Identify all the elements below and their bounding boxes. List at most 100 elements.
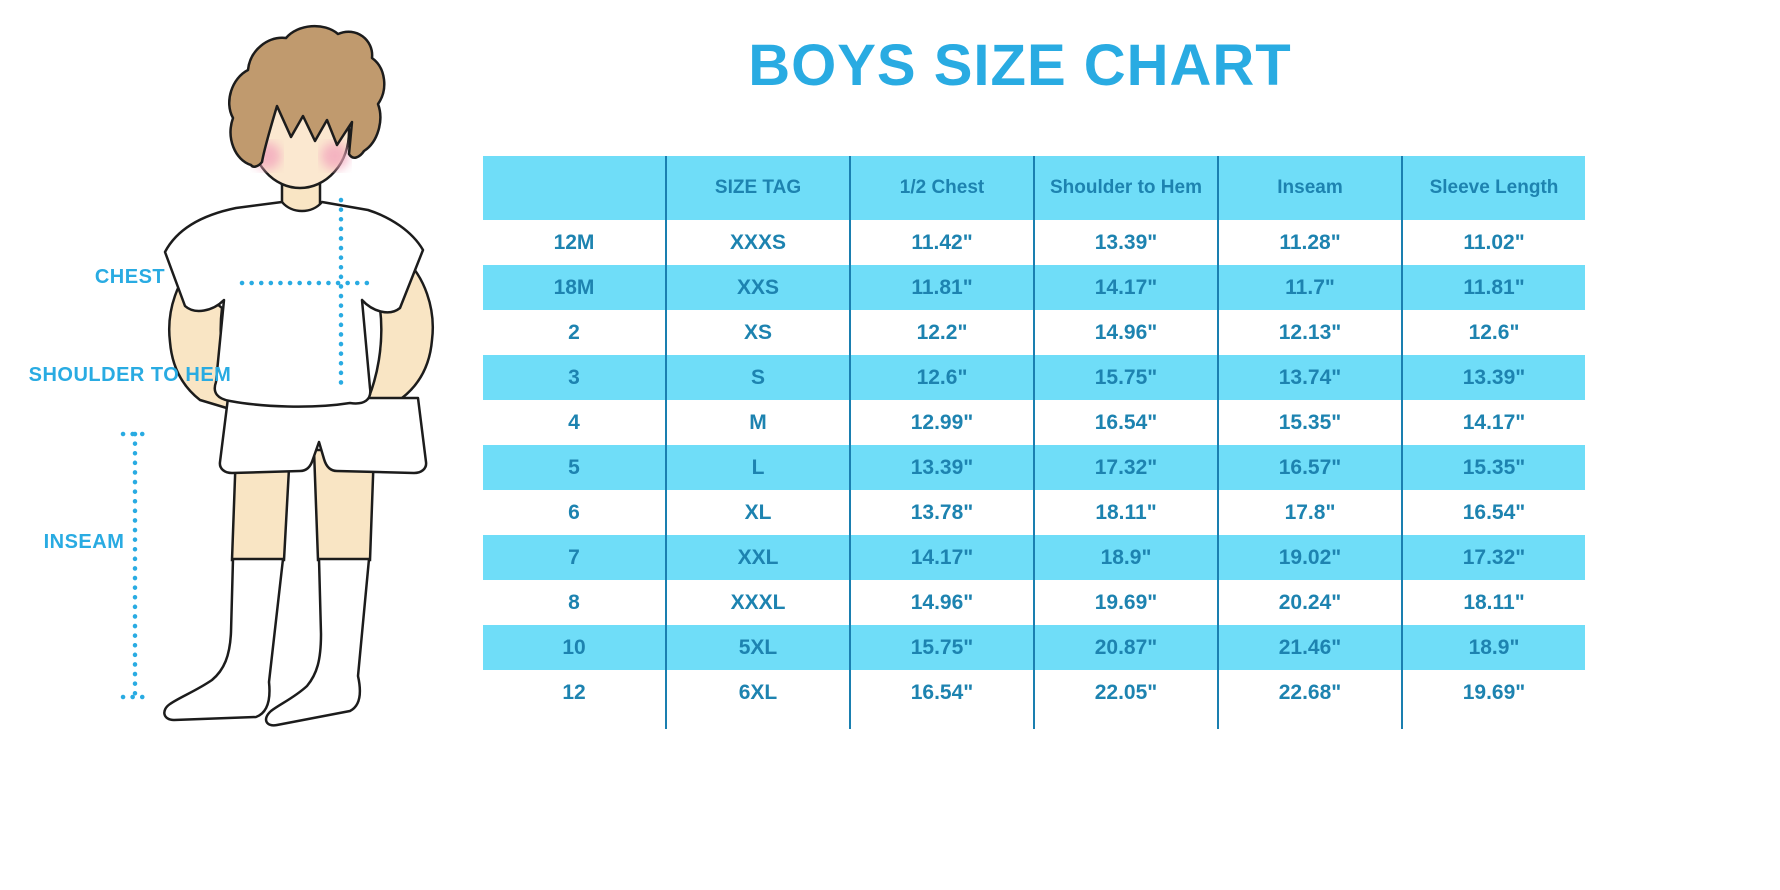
boy-hair <box>228 25 386 168</box>
measurement-cell: 13.39" <box>1401 355 1585 400</box>
table-header-cell: 1/2 Chest <box>849 156 1034 220</box>
table-row: 12M XXXS 11.42" 13.39" 11.28" 11.02" <box>483 220 1585 265</box>
boy-shorts <box>218 396 428 475</box>
measurement-cell: 16.57" <box>1217 445 1402 490</box>
size-cell: 3 <box>483 355 666 400</box>
measurement-cell: 12.13" <box>1217 310 1402 355</box>
table-header-cell: SIZE TAG <box>665 156 850 220</box>
measurement-cell: XXS <box>665 265 850 310</box>
table-header-row: SIZE TAG 1/2 Chest Shoulder to Hem Inseam Sl… <box>483 156 1585 220</box>
size-cell: 2 <box>568 320 580 344</box>
measurement-cell: 21.46" <box>1217 625 1402 670</box>
measurement-cell: 17.32" <box>1401 535 1585 580</box>
chest-label: CHEST <box>94 266 166 288</box>
measurement-cell: 13.74" <box>1217 355 1402 400</box>
table-row: 7 XXL 14.17" 18.9" 19.02" 17.32" <box>483 535 1585 580</box>
measurement-cell: 15.75" <box>1033 355 1218 400</box>
size-cell: 8 <box>568 590 580 614</box>
table-row: 4 M 12.99" 16.54" 15.35" 14.17" <box>483 400 1585 445</box>
boy-left-sock-foot <box>163 557 285 722</box>
shoulder-to-hem-label: SHOULDER TO HEM <box>28 364 232 386</box>
measurement-cell: 13.39" <box>1033 220 1218 265</box>
measurement-cell: XL <box>665 490 850 535</box>
table-row: 6 XL 13.78" 18.11" 17.8" 16.54" <box>483 490 1585 535</box>
boy-right-cheek <box>321 142 349 170</box>
size-cell: 18M <box>483 265 666 310</box>
measurement-cell: 18.11" <box>1033 490 1218 535</box>
measurement-cell: M <box>665 400 850 445</box>
size-cell: 4 <box>568 410 580 434</box>
measurement-cell: 13.78" <box>849 490 1034 535</box>
measurement-cell: 15.35" <box>1401 445 1585 490</box>
measurement-cell: 15.35" <box>1217 400 1402 445</box>
measurement-cell: 14.17" <box>1033 265 1218 310</box>
measurement-cell: 11.42" <box>849 220 1034 265</box>
measurement-cell: 19.69" <box>1033 580 1218 625</box>
table-header-cell: Sleeve Length <box>1401 156 1585 220</box>
measurement-cell: 6XL <box>665 670 850 715</box>
size-cell: 7 <box>483 535 666 580</box>
size-table-header: SIZE TAG 1/2 Chest Shoulder to Hem Inseam Sl… <box>483 156 1585 220</box>
measurement-cell: S <box>665 355 850 400</box>
measurement-cell: 14.96" <box>849 580 1034 625</box>
measurement-cell: 22.05" <box>1033 670 1218 715</box>
measurement-cell: 16.54" <box>1033 400 1218 445</box>
measurement-cell: XXXL <box>665 580 850 625</box>
table-row: 8 XXXL 14.96" 19.69" 20.24" 18.11" <box>483 580 1585 625</box>
measurement-cell: XS <box>665 310 850 355</box>
measurement-cell: 19.02" <box>1217 535 1402 580</box>
measurement-cell: XXXS <box>665 220 850 265</box>
measurement-cell: 5XL <box>665 625 850 670</box>
page-title: BOYS SIZE CHART <box>748 33 1292 98</box>
measurement-cell: 14.96" <box>1033 310 1218 355</box>
measurement-cell: 14.17" <box>1401 400 1585 445</box>
measurement-cell: 16.54" <box>849 670 1034 715</box>
measurement-cell: 15.75" <box>849 625 1034 670</box>
size-table: SIZE TAG 1/2 Chest Shoulder to Hem Inseam Sl… <box>483 156 1585 729</box>
measurement-cell: 11.81" <box>849 265 1034 310</box>
measurement-cell: 12.2" <box>849 310 1034 355</box>
measurement-cell: 11.28" <box>1217 220 1402 265</box>
measurement-cell: XXL <box>665 535 850 580</box>
measurement-cell: 20.24" <box>1217 580 1402 625</box>
table-row: 3 S 12.6" 15.75" 13.74" 13.39" <box>483 355 1585 400</box>
measurement-cell: 22.68" <box>1217 670 1402 715</box>
measurement-cell: 18.9" <box>1033 535 1218 580</box>
measurement-cell: 20.87" <box>1033 625 1218 670</box>
size-table-body: 12M XXXS 11.42" 13.39" 11.28" 11.02" 18M XXS 11.… <box>483 220 1585 729</box>
column-line-extension-cell <box>1033 715 1218 729</box>
column-line-extension-cell <box>1401 715 1585 729</box>
size-cell: 10 <box>483 625 666 670</box>
measurement-cell: 12.99" <box>849 400 1034 445</box>
size-cell: 12 <box>562 680 586 704</box>
column-line-extension-cell <box>849 715 1034 729</box>
column-line-extension-cell <box>665 715 850 729</box>
size-table-container: SIZE TAG 1/2 Chest Shoulder to Hem Inseam Sl… <box>483 156 1585 729</box>
table-header-cell: Shoulder to Hem <box>1033 156 1218 220</box>
measurement-cell: 16.54" <box>1401 490 1585 535</box>
column-line-extension-cell <box>483 715 666 729</box>
size-cell: 12M <box>553 230 595 254</box>
measurement-cell: 18.11" <box>1401 580 1585 625</box>
measurement-cell: 13.39" <box>849 445 1034 490</box>
measurement-cell: 17.32" <box>1033 445 1218 490</box>
measurement-cell: 11.7" <box>1217 265 1402 310</box>
table-row: 18M XXS 11.81" 14.17" 11.7" 11.81" <box>483 265 1585 310</box>
measurement-cell: 11.81" <box>1401 265 1585 310</box>
measurement-cell: 12.6" <box>1401 310 1585 355</box>
table-row: 10 5XL 15.75" 20.87" 21.46" 18.9" <box>483 625 1585 670</box>
boy-illustration <box>120 25 434 727</box>
measurement-cell: 17.8" <box>1217 490 1402 535</box>
measurement-cell: 11.02" <box>1401 220 1585 265</box>
table-row: 5 L 13.39" 17.32" 16.57" 15.35" <box>483 445 1585 490</box>
table-row: 12 6XL 16.54" 22.05" 22.68" 19.69" <box>483 670 1585 715</box>
table-header-cell <box>483 156 666 220</box>
table-row: 2 XS 12.2" 14.96" 12.13" 12.6" <box>483 310 1585 355</box>
table-header-cell: Inseam <box>1217 156 1402 220</box>
inseam-label: INSEAM <box>43 531 125 553</box>
measurement-cell: 19.69" <box>1401 670 1585 715</box>
measurement-cell: L <box>665 445 850 490</box>
measurement-cell: 12.6" <box>849 355 1034 400</box>
measurement-cell: 14.17" <box>849 535 1034 580</box>
